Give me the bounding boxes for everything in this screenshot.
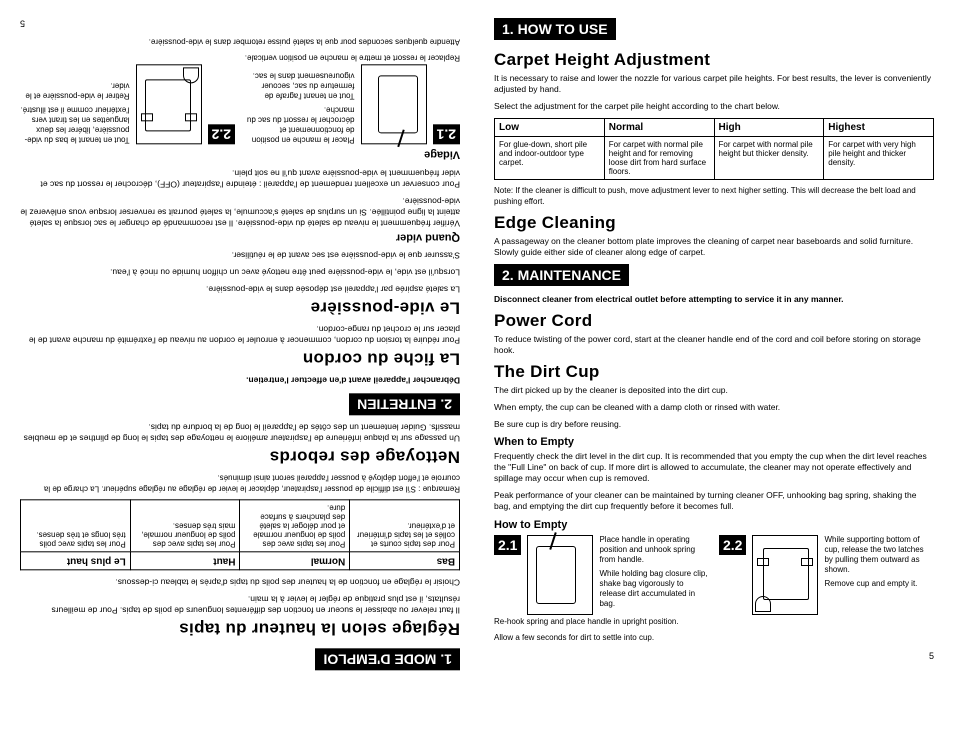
maint-warning: Disconnect cleaner from electrical outle… (494, 294, 934, 305)
section-entretien: 2. ENTRETIEN (349, 393, 460, 415)
vide-p2: Lorsqu'il est vide, le vide-poussière pe… (20, 266, 460, 277)
cup-p3: Be sure cup is dry before reusing. (494, 419, 934, 430)
quand-p1: Vérifier fréquemment le niveau de saleté… (20, 195, 460, 228)
quand-p2: Pour conserver un excellent rendement de… (20, 167, 460, 189)
subhead-when: When to Empty (494, 436, 934, 448)
fs22a: Tout en tenant le bas du vide-poussière,… (20, 105, 130, 145)
page-english: 1. HOW TO USE Carpet Height Adjustment I… (494, 18, 934, 661)
td-bas: Pour des tapis courts et collés et les t… (350, 500, 460, 552)
page-number: 5 (494, 651, 934, 661)
s21c: Re-hook spring and place handle in uprig… (494, 617, 934, 627)
section-how-to-use: 1. HOW TO USE (494, 18, 616, 40)
subhead-how: How to Empty (494, 519, 934, 531)
step-num-22: 2.2 (719, 535, 746, 555)
heading-power-cord: Power Cord (494, 311, 934, 331)
when-p2: Peak performance of your cleaner can be … (494, 490, 934, 512)
th-highest: Highest (824, 119, 934, 137)
td-highest: For carpet with very high pile height an… (824, 137, 934, 180)
step-num-21-fr: 2.1 (433, 125, 460, 145)
th-normal: Normal (604, 119, 714, 137)
reglage-p2: Choisir le réglage en fonction de la hau… (20, 576, 460, 587)
cup-p2: When empty, the cup can be cleaned with … (494, 402, 934, 413)
td-normal-fr: Pour les tapis avec des poils de longueu… (240, 500, 350, 552)
heading-fiche: La fiche du cordon (20, 348, 460, 368)
remarque: Remarque : S'il est difficile de pousser… (20, 472, 460, 493)
when-p1: Frequently check the dirt level in the d… (494, 451, 934, 484)
step-21-text: Place handle in operating position and u… (599, 535, 709, 615)
heading-nettoyage: Nettoyage des rebords (20, 446, 460, 466)
edge-text: A passageway on the cleaner bottom plate… (494, 236, 934, 258)
th-low: Low (495, 119, 605, 137)
td-haut: Pour les tapis avec des poils de longueu… (130, 500, 240, 552)
steps-row-fr: 2.1 Placer le manche en position de fonc… (20, 65, 460, 145)
chart-note: Note: If the cleaner is difficult to pus… (494, 186, 934, 207)
step-21-fr: 2.1 Placer le manche en position de fonc… (245, 65, 460, 145)
fs21c: Replacer le ressort et mettre le manche … (20, 52, 460, 62)
th-plus-haut: Le plus haut (21, 552, 131, 570)
s21d: Allow a few seconds for dirt to settle i… (494, 633, 934, 643)
cup-p1: The dirt picked up by the cleaner is dep… (494, 385, 934, 396)
hauteur-table: Bas Normal Haut Le plus haut Pour des ta… (20, 499, 460, 570)
step-21: 2.1 Place handle in operating position a… (494, 535, 709, 615)
th-bas: Bas (350, 552, 460, 570)
s22a: While supporting bottom of cup, release … (824, 535, 934, 575)
s21b: While holding bag closure clip, shake ba… (599, 569, 709, 609)
power-text: To reduce twisting of the power cord, st… (494, 334, 934, 356)
s21a: Place handle in operating position and u… (599, 535, 709, 565)
subhead-vidage: Vidage (20, 149, 460, 161)
nettoyage-text: Un passage sur la plaque inférieure de l… (20, 421, 460, 443)
step-22: 2.2 While supporting bottom of cup, rele… (719, 535, 934, 615)
steps-row: 2.1 Place handle in operating position a… (494, 535, 934, 615)
fs21d: Attendre quelques secondes pour que la s… (20, 36, 460, 46)
carpet-height-table: Low Normal High Highest For glue-down, s… (494, 118, 934, 180)
td-normal: For carpet with normal pile height and f… (604, 137, 714, 180)
td-plus-haut: Pour les tapis avec poils très longs et … (21, 500, 131, 552)
step-num-21: 2.1 (494, 535, 521, 555)
fiche-text: Pour réduire la torsion du cordon, comme… (20, 323, 460, 345)
s22b: Remove cup and empty it. (824, 579, 934, 589)
section-mode-emploi: 1. MODE D'EMPLOI (315, 648, 460, 670)
reglage-p1: Il faut relever ou abaisser le suceur en… (20, 593, 460, 615)
th-high: High (714, 119, 824, 137)
td-low: For glue-down, short pile and indoor-out… (495, 137, 605, 180)
heading-dirt-cup: The Dirt Cup (494, 362, 934, 382)
vacuum-illustration (527, 535, 593, 615)
carpet-intro: It is necessary to raise and lower the n… (494, 73, 934, 95)
vide-p3: S'assurer que le vide-poussière est sec … (20, 249, 460, 260)
subhead-quand: Quand vider (20, 231, 460, 243)
step-22-text: While supporting bottom of cup, release … (824, 535, 934, 615)
carpet-select: Select the adjustment for the carpet pil… (494, 101, 934, 112)
vacuum-illustration-fr (361, 65, 427, 145)
th-haut: Haut (130, 552, 240, 570)
entretien-warn: Débrancher l'appareil avant d'en effectu… (20, 374, 460, 385)
heading-carpet-height: Carpet Height Adjustment (494, 50, 934, 70)
heading-reglage: Réglage selon la hauteur du tapis (20, 618, 460, 638)
page-french: 1. MODE D'EMPLOI Réglage selon la hauteu… (20, 18, 460, 670)
fs22b: Retirer le vide-poussière et le vider. (20, 81, 130, 101)
fs21b: Tout en tenant l'agrafe de fermeture du … (245, 71, 355, 101)
heading-vide: Le vide-poussière (20, 297, 460, 317)
step-num-22-fr: 2.2 (208, 125, 235, 145)
th-normal-fr: Normal (240, 552, 350, 570)
step-22-text-fr: Tout en tenant le bas du vide-poussière,… (20, 65, 130, 145)
page-number-fr: 5 (20, 18, 460, 28)
step-21-text-fr: Placer le manche en position de fonction… (245, 65, 355, 145)
cup-illustration (752, 535, 818, 615)
heading-edge: Edge Cleaning (494, 213, 934, 233)
section-maintenance: 2. MAINTENANCE (494, 264, 629, 286)
step-22-fr: 2.2 Tout en tenant le bas du vide-poussi… (20, 65, 235, 145)
vide-p1: La saleté aspirée par l'appareil est dép… (20, 283, 460, 294)
cup-illustration-fr (136, 65, 202, 145)
td-high: For carpet with normal pile height but t… (714, 137, 824, 180)
fs21a: Placer le manche en position de fonction… (245, 105, 355, 145)
